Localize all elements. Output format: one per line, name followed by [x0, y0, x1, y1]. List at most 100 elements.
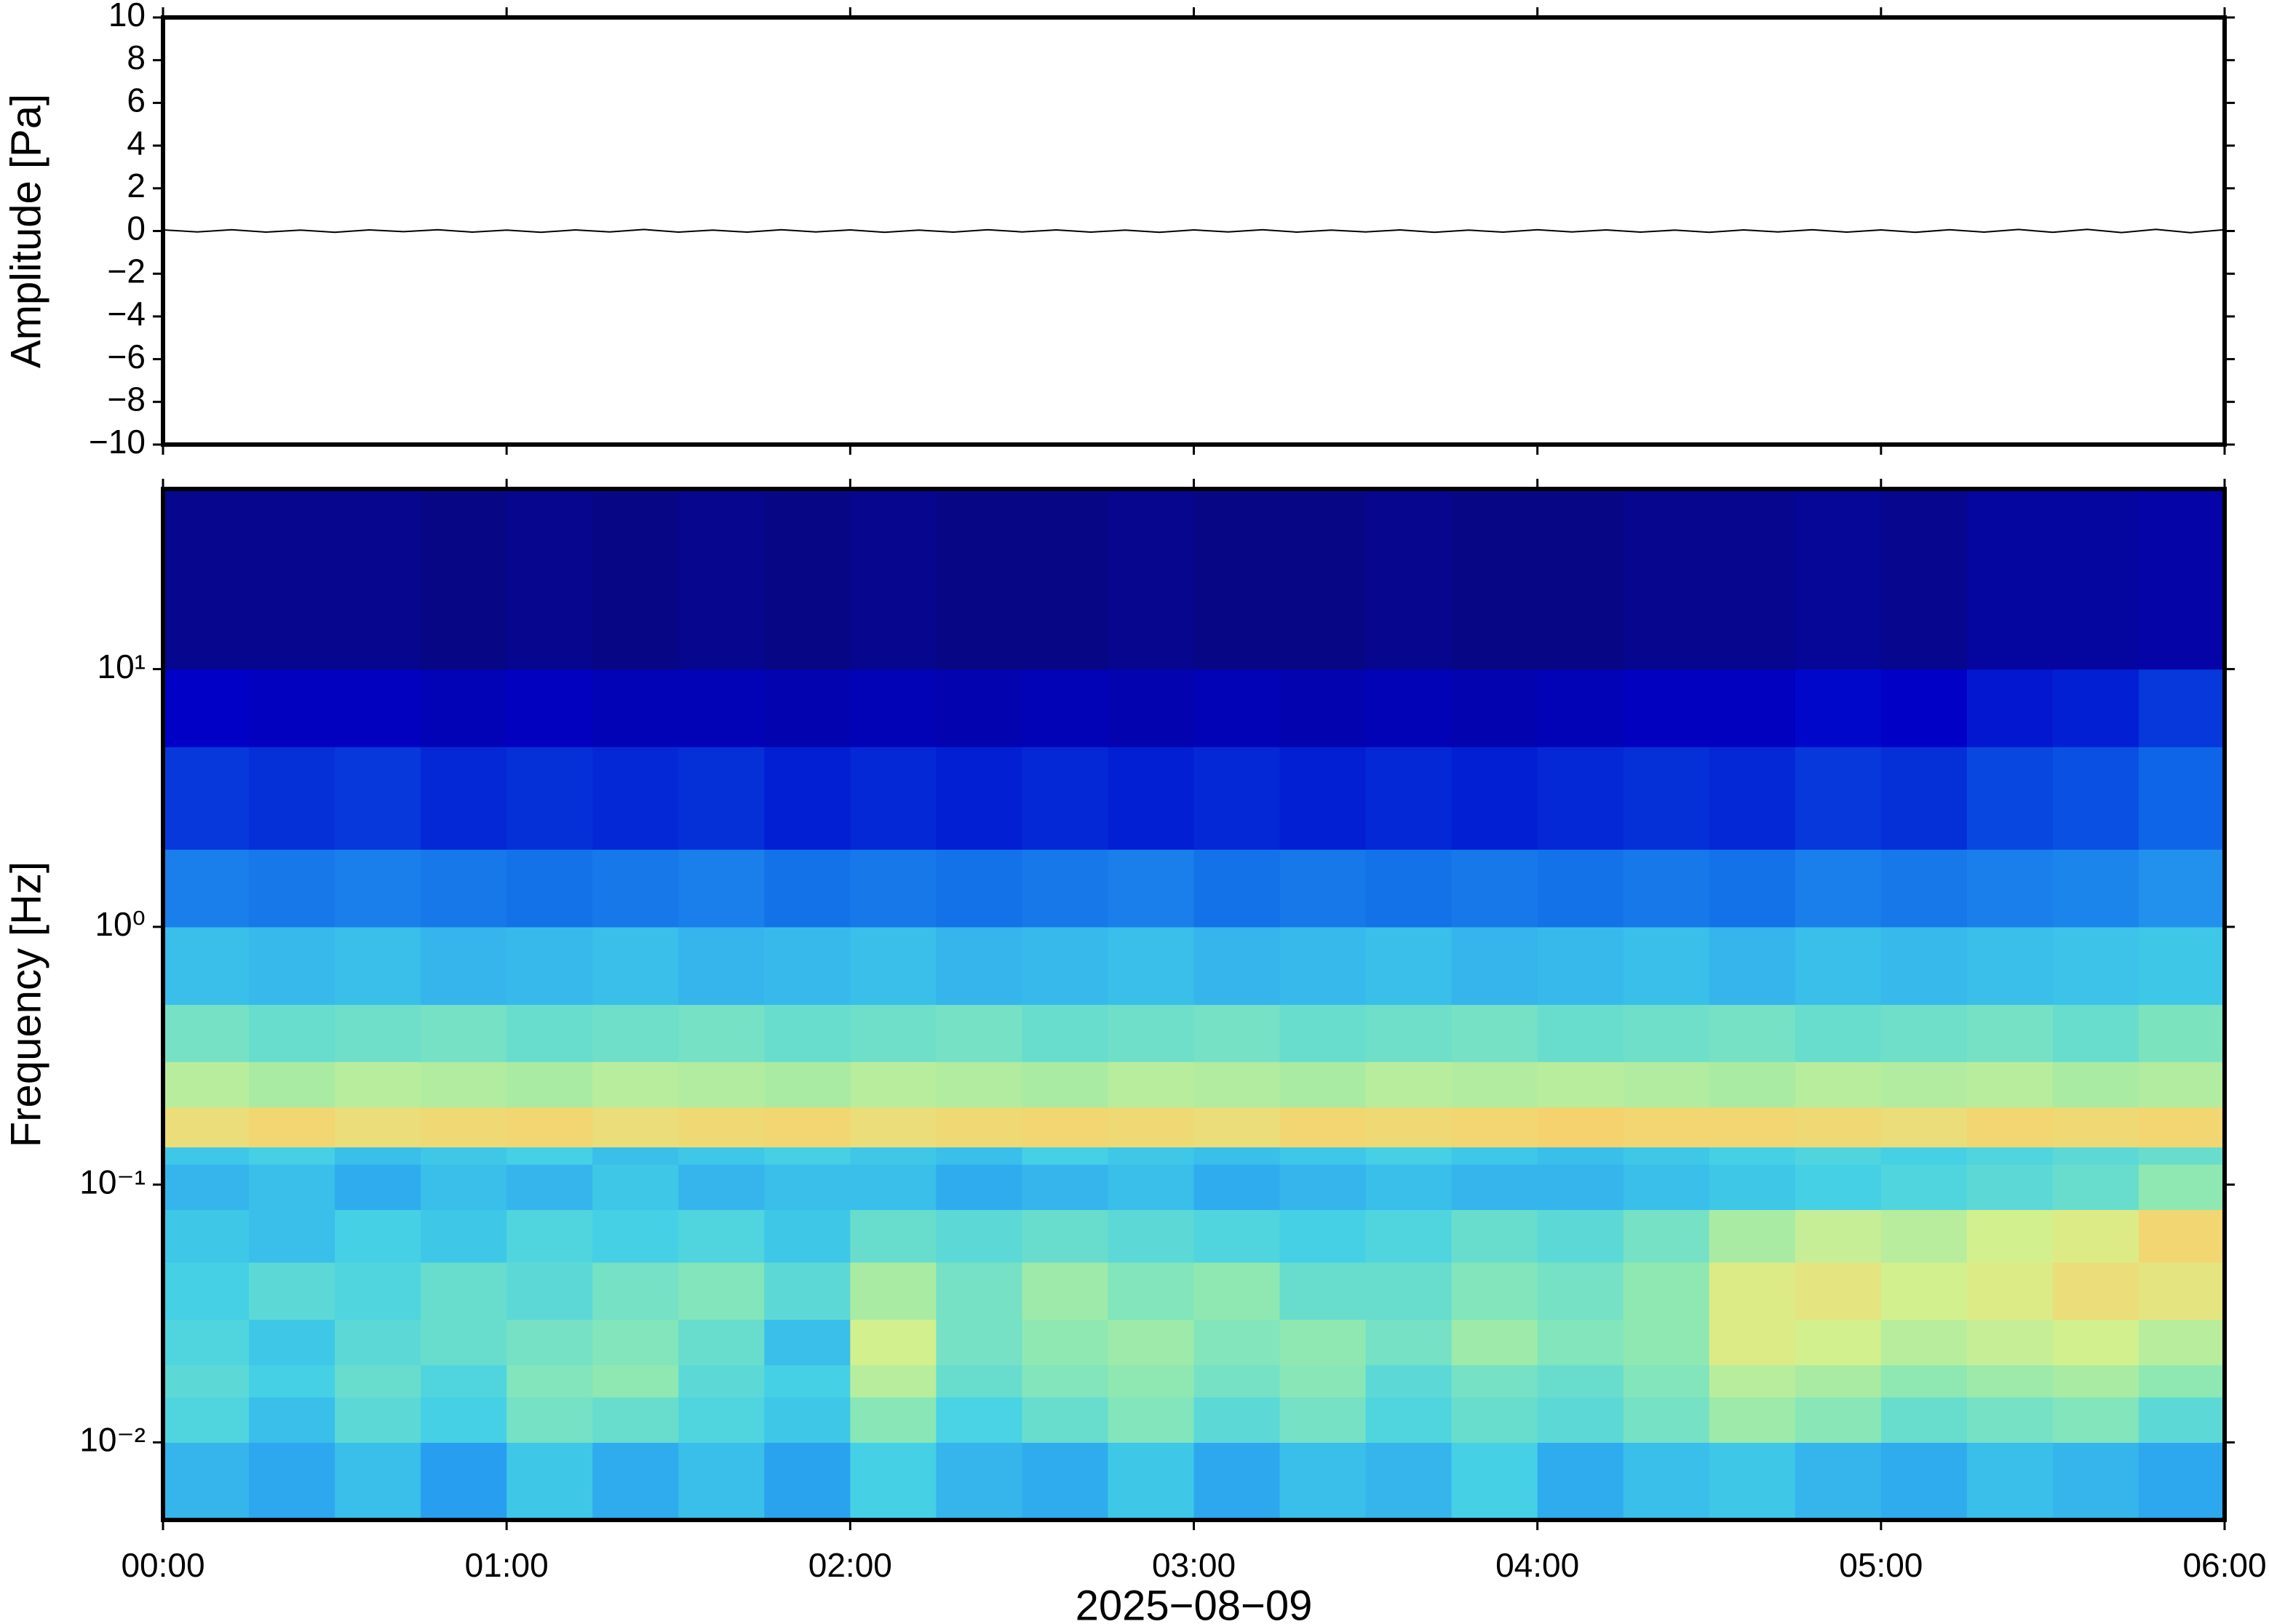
- spectrogram-cell: [506, 1062, 593, 1108]
- spectrogram-cell: [1365, 926, 1453, 1006]
- spectrogram-cell: [592, 1004, 679, 1062]
- spectrogram-cell: [335, 849, 421, 928]
- y-tick-label: 2: [127, 167, 146, 204]
- spectrogram-cell: [678, 1107, 765, 1147]
- spectrogram-cell: [1451, 1442, 1538, 1520]
- x-tick-label: 02:00: [808, 1546, 892, 1584]
- y-tick-label: −8: [108, 380, 146, 418]
- spectrogram-cell: [936, 1442, 1023, 1520]
- spectrogram-cell: [421, 489, 507, 670]
- x-tick-label: 04:00: [1495, 1546, 1579, 1584]
- spectrogram-cell: [850, 1004, 937, 1062]
- spectrogram-cell: [249, 747, 335, 850]
- spectrogram-cell: [163, 1364, 250, 1398]
- spectrogram-cell: [1022, 1364, 1109, 1398]
- spectrogram-cell: [1795, 1209, 1882, 1263]
- spectrogram-cell: [1022, 489, 1109, 670]
- spectrogram-cell: [936, 1262, 1023, 1320]
- y-tick-label: 10⁰: [95, 905, 146, 943]
- spectrogram-cell: [1880, 1107, 1968, 1147]
- spectrogram-cell: [936, 1062, 1023, 1108]
- spectrogram-cell: [2138, 1396, 2225, 1443]
- spectrogram-cell: [421, 1004, 507, 1062]
- spectrogram-cell: [1795, 1364, 1882, 1398]
- spectrogram-cell: [1623, 747, 1710, 850]
- spectrogram-cell: [1451, 1004, 1538, 1062]
- spectrogram-cell: [764, 1262, 851, 1320]
- spectrogram-cell: [2138, 1004, 2225, 1062]
- spectrogram-cell: [678, 747, 765, 850]
- spectrogram-cell: [1108, 1107, 1195, 1147]
- spectrogram-cell: [506, 1319, 593, 1366]
- spectrogram-cell: [1880, 1209, 1968, 1263]
- y-tick-label: 4: [127, 124, 146, 162]
- spectrogram-cell: [1709, 747, 1796, 850]
- spectrogram-cell: [2138, 1147, 2225, 1165]
- spectrogram-cell: [2052, 1209, 2139, 1263]
- spectrogram-cell: [1880, 1147, 1968, 1165]
- frame: [161, 15, 2227, 447]
- spectrogram-cell: [1537, 1062, 1624, 1108]
- spectrogram-cell: [1279, 1004, 1367, 1062]
- spectrogram-cell: [850, 1107, 937, 1147]
- spectrogram-cell: [764, 1107, 851, 1147]
- spectrogram-cell: [1709, 489, 1796, 670]
- spectrogram-cell: [1623, 1004, 1710, 1062]
- spectrogram-cell: [506, 747, 593, 850]
- spectrogram-cell: [506, 1004, 593, 1062]
- spectrogram-cell: [764, 669, 851, 747]
- y-axis-title: Amplitude [Pa]: [2, 94, 49, 368]
- spectrogram-cell: [1108, 1004, 1195, 1062]
- spectrogram-cell: [1279, 1147, 1367, 1165]
- spectrogram-cell: [2052, 1164, 2139, 1211]
- spectrogram-cell: [1193, 1164, 1281, 1211]
- spectrogram-cell: [335, 1319, 421, 1366]
- spectrogram-cell: [592, 1364, 679, 1398]
- y-tick-label: −4: [108, 295, 146, 333]
- spectrogram-cell: [335, 1364, 421, 1398]
- spectrogram-cell: [1795, 669, 1882, 747]
- spectrogram-cell: [1365, 489, 1453, 670]
- spectrogram-cell: [1279, 747, 1367, 850]
- spectrogram-cell: [1966, 1364, 2054, 1398]
- spectrogram-cell: [335, 1209, 421, 1263]
- spectrogram-cell: [1193, 1396, 1281, 1443]
- spectrogram-cell: [249, 1147, 335, 1165]
- spectrogram-cell: [249, 926, 335, 1006]
- spectrogram-cell: [1022, 747, 1109, 850]
- spectrogram-cell: [1623, 849, 1710, 928]
- spectrogram-cell: [1537, 489, 1624, 670]
- spectrogram-cell: [1966, 1396, 2054, 1443]
- spectrogram-cell: [936, 849, 1023, 928]
- spectrogram-cell: [1880, 747, 1968, 850]
- spectrogram-cell: [1709, 1062, 1796, 1108]
- spectrogram-cell: [850, 1164, 937, 1211]
- spectrogram-cell: [249, 669, 335, 747]
- spectrogram-cell: [850, 1319, 937, 1366]
- spectrogram-cell: [1451, 1147, 1538, 1165]
- spectrogram-cell: [1365, 1364, 1453, 1398]
- spectrogram-cell: [249, 1164, 335, 1211]
- spectrogram-cell: [2052, 926, 2139, 1006]
- spectrogram-cell: [2052, 1442, 2139, 1520]
- spectrogram-cell: [764, 1442, 851, 1520]
- spectrogram-cell: [1709, 926, 1796, 1006]
- spectrogram-cell: [1365, 1107, 1453, 1147]
- spectrogram-cell: [1623, 926, 1710, 1006]
- spectrogram-cell: [163, 1209, 250, 1263]
- spectrogram-cell: [1365, 1442, 1453, 1520]
- spectrogram-cell: [1022, 1396, 1109, 1443]
- spectrogram-cell: [1966, 926, 2054, 1006]
- spectrogram-cell: [1880, 489, 1968, 670]
- spectrogram-cell: [1709, 1364, 1796, 1398]
- spectrogram-cell: [1795, 747, 1882, 850]
- spectrogram-cell: [1537, 926, 1624, 1006]
- y-axis-title: Frequency [Hz]: [2, 861, 49, 1147]
- spectrogram-cell: [764, 1004, 851, 1062]
- spectrogram-cell: [335, 1004, 421, 1062]
- spectrogram-cell: [335, 1107, 421, 1147]
- spectrogram-cell: [1966, 1442, 2054, 1520]
- spectrogram-cell: [1451, 669, 1538, 747]
- spectrogram-cell: [1795, 1396, 1882, 1443]
- panel: 00:00 01:00 02:00 03:00 04:00 05:00 06:00 10⁻² 1…: [2, 479, 2267, 1624]
